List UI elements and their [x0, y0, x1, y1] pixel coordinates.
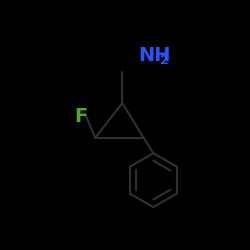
Text: NH: NH — [138, 46, 170, 64]
Text: F: F — [74, 107, 87, 126]
Text: 2: 2 — [160, 54, 169, 67]
